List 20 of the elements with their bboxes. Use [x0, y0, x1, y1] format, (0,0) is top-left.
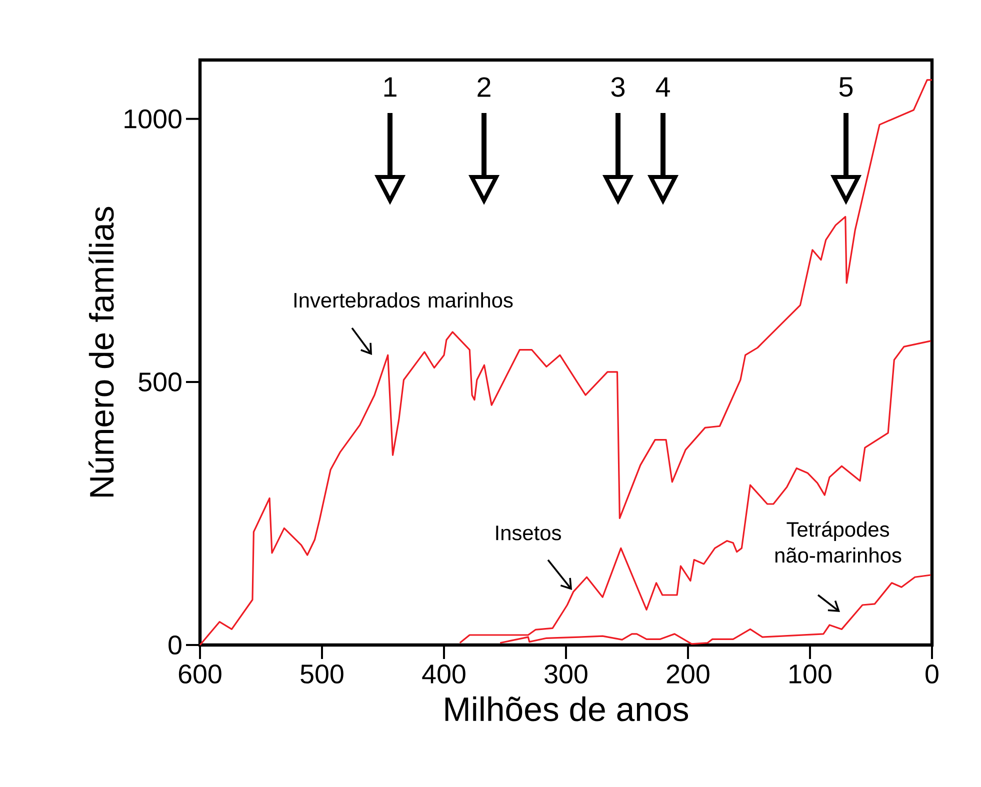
text: Invertebrados marinhos [294, 292, 513, 308]
y-tick-label: 0 [168, 635, 182, 655]
x-tick-label: 600 [178, 664, 222, 684]
y-axis-title: Número de famílias [88, 206, 114, 497]
annotation: 5 [839, 77, 853, 97]
x-tick-label: 100 [790, 664, 832, 684]
annotation: 3 [611, 77, 625, 97]
x-tick-label: 500 [300, 664, 344, 684]
x-tick-label: 200 [666, 664, 710, 684]
x-axis-title: Milhões de anos [445, 696, 688, 722]
annotation: 4 [656, 77, 670, 97]
x-tick-label: 0 [926, 664, 938, 684]
annotation: 2 [478, 77, 490, 97]
text: Insetos [496, 526, 561, 540]
y-tick-label: 1000 [124, 109, 182, 128]
annotation: 1 [384, 77, 396, 97]
x-tick-label: 400 [422, 664, 466, 684]
series-label: Tetrápodes não-marinhos [775, 521, 902, 563]
x-tick-label: 300 [544, 664, 588, 684]
y-tick-label: 500 [138, 372, 182, 392]
